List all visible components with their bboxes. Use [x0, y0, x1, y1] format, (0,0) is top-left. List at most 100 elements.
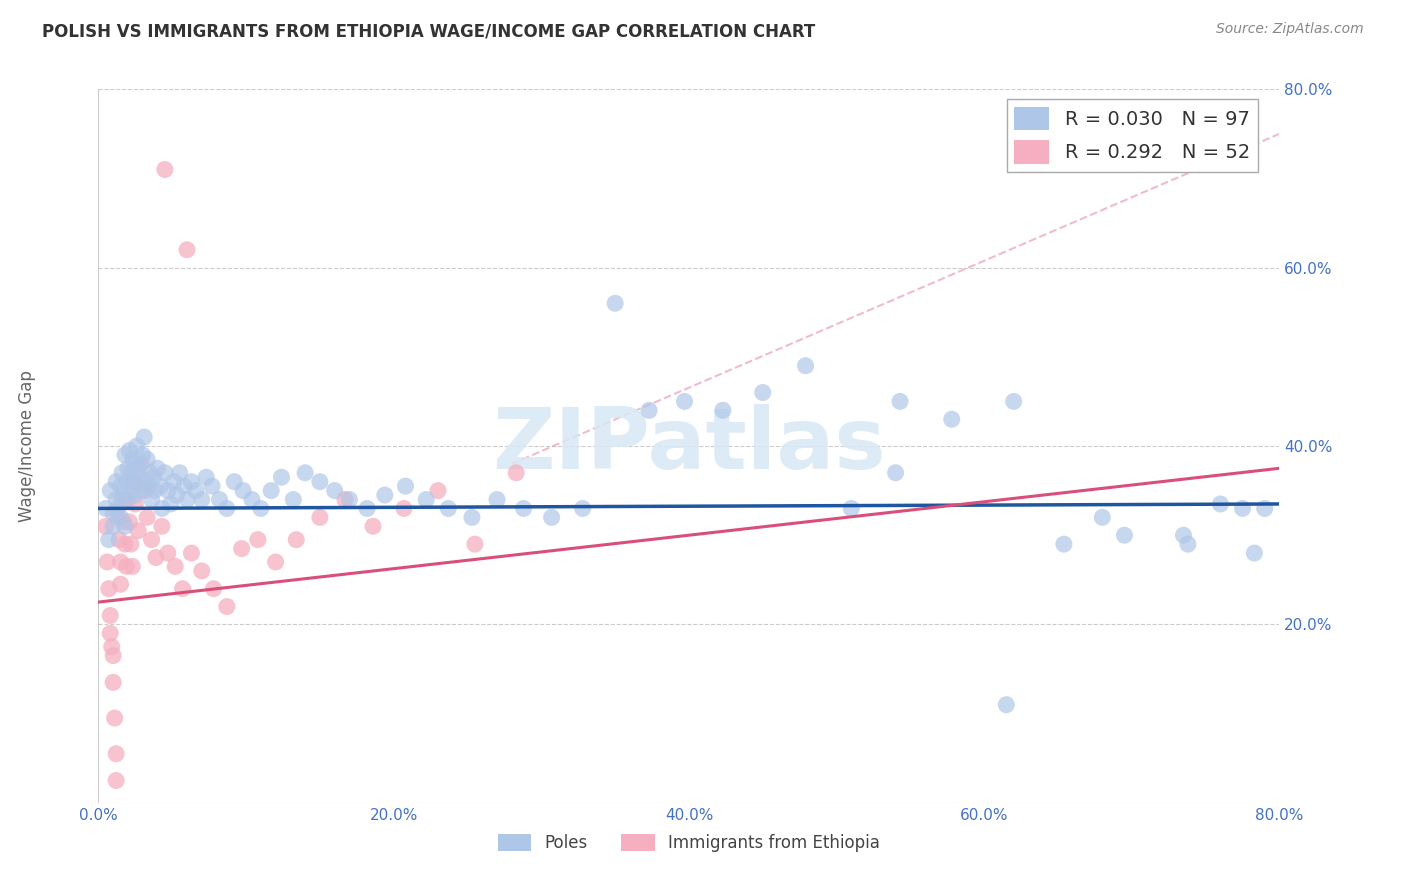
- Point: [159, 497, 181, 511]
- Point: [180, 546, 202, 560]
- Point: [270, 470, 292, 484]
- Point: [98, 608, 121, 623]
- Point: [224, 475, 246, 489]
- Point: [165, 559, 187, 574]
- Point: [505, 466, 527, 480]
- Point: [374, 488, 396, 502]
- Point: [294, 466, 316, 480]
- Point: [98, 626, 121, 640]
- Point: [114, 519, 136, 533]
- Point: [437, 501, 460, 516]
- Point: [111, 466, 134, 480]
- Point: [339, 492, 361, 507]
- Point: [191, 492, 214, 507]
- Point: [1114, 528, 1136, 542]
- Point: [153, 466, 176, 480]
- Point: [110, 479, 132, 493]
- Point: [117, 461, 139, 475]
- Point: [129, 483, 152, 498]
- Point: [107, 501, 129, 516]
- Point: [1232, 501, 1254, 516]
- Point: [143, 483, 166, 498]
- Point: [108, 533, 131, 547]
- Y-axis label: Wage/Income Gap: Wage/Income Gap: [18, 370, 37, 522]
- Point: [97, 533, 120, 547]
- Point: [1243, 546, 1265, 560]
- Point: [111, 492, 134, 507]
- Point: [176, 243, 198, 257]
- Text: Source: ZipAtlas.com: Source: ZipAtlas.com: [1216, 22, 1364, 37]
- Point: [201, 479, 224, 493]
- Point: [283, 492, 305, 507]
- Point: [180, 475, 202, 489]
- Point: [107, 510, 129, 524]
- Point: [150, 501, 173, 516]
- Point: [117, 492, 139, 507]
- Point: [97, 582, 120, 596]
- Point: [103, 648, 125, 663]
- Point: [540, 510, 562, 524]
- Point: [333, 492, 356, 507]
- Point: [605, 296, 627, 310]
- Point: [103, 506, 125, 520]
- Point: [114, 448, 136, 462]
- Point: [361, 519, 384, 533]
- Point: [1254, 501, 1277, 516]
- Point: [142, 470, 165, 484]
- Point: [115, 559, 138, 574]
- Point: [121, 559, 143, 574]
- Point: [309, 510, 332, 524]
- Point: [129, 457, 152, 471]
- Point: [94, 519, 117, 533]
- Point: [120, 537, 142, 551]
- Point: [202, 582, 225, 596]
- Point: [103, 519, 125, 533]
- Point: [172, 582, 194, 596]
- Point: [173, 479, 195, 493]
- Text: POLISH VS IMMIGRANTS FROM ETHIOPIA WAGE/INCOME GAP CORRELATION CHART: POLISH VS IMMIGRANTS FROM ETHIOPIA WAGE/…: [42, 22, 815, 40]
- Point: [794, 359, 817, 373]
- Point: [121, 452, 143, 467]
- Point: [94, 501, 117, 516]
- Point: [176, 492, 198, 507]
- Point: [122, 475, 145, 489]
- Text: ZIPatlas: ZIPatlas: [492, 404, 886, 488]
- Point: [105, 475, 128, 489]
- Point: [100, 640, 122, 654]
- Point: [153, 162, 176, 177]
- Point: [191, 564, 214, 578]
- Point: [105, 773, 128, 788]
- Point: [125, 439, 148, 453]
- Point: [127, 524, 149, 538]
- Point: [135, 475, 157, 489]
- Point: [136, 452, 159, 467]
- Legend: Poles, Immigrants from Ethiopia: Poles, Immigrants from Ethiopia: [491, 827, 887, 859]
- Point: [184, 483, 207, 498]
- Point: [195, 470, 218, 484]
- Point: [711, 403, 734, 417]
- Point: [260, 483, 283, 498]
- Point: [136, 510, 159, 524]
- Point: [309, 475, 332, 489]
- Point: [884, 466, 907, 480]
- Point: [464, 537, 486, 551]
- Point: [752, 385, 775, 400]
- Point: [638, 403, 661, 417]
- Point: [120, 466, 142, 480]
- Point: [149, 479, 172, 493]
- Point: [231, 541, 253, 556]
- Point: [169, 466, 191, 480]
- Point: [128, 470, 150, 484]
- Point: [841, 501, 863, 516]
- Point: [208, 492, 231, 507]
- Point: [114, 537, 136, 551]
- Point: [215, 501, 238, 516]
- Point: [427, 483, 450, 498]
- Point: [486, 492, 509, 507]
- Point: [166, 488, 188, 502]
- Point: [138, 479, 160, 493]
- Point: [104, 711, 127, 725]
- Point: [103, 675, 125, 690]
- Point: [120, 483, 142, 498]
- Point: [1002, 394, 1025, 409]
